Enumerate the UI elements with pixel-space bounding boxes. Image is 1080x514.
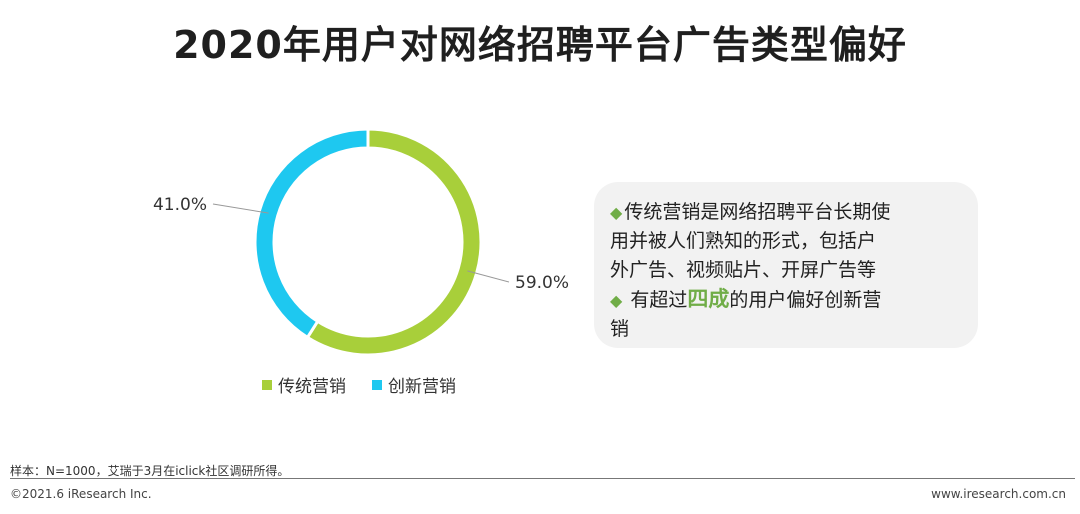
note-line-5: 销 <box>610 318 630 340</box>
note-text-2a: 有超过 <box>624 289 688 311</box>
legend-label-innovative: 创新营销 <box>388 377 456 397</box>
donut-slice-1 <box>253 127 370 340</box>
legend-label-traditional: 传统营销 <box>278 377 346 397</box>
note-text-1a: 传统营销是网络招聘平台长期使 <box>624 201 891 223</box>
data-label-1: 41.0% <box>153 195 207 215</box>
legend-swatch-traditional <box>262 379 272 390</box>
diamond-bullet-icon: ◆ <box>610 203 623 222</box>
insight-note-box: ◆ 传统营销是网络招聘平台长期使 用并被人们熟知的形式，包括户 外广告、视频贴片、… <box>594 182 978 348</box>
note-line-2: 用并被人们熟知的形式，包括户 <box>610 230 877 252</box>
note-text-2b: 的用户偏好创新营 <box>729 289 882 311</box>
note-line-3: 外广告、视频贴片、开屏广告等 <box>610 259 877 281</box>
copyright-text: ©2021.6 iResearch Inc. <box>10 487 152 501</box>
sample-note: 样本：N=1000，艾瑞于3月在iclick社区调研所得。 <box>10 464 290 478</box>
chart-legend: 传统营销 创新营销 <box>262 372 456 397</box>
donut-slice-0 <box>305 127 483 357</box>
leader-line-1 <box>212 203 269 214</box>
leader-line-0 <box>467 270 510 283</box>
diamond-bullet-icon: ◆ <box>610 291 623 310</box>
legend-item-traditional: 传统营销 <box>262 372 346 397</box>
footer-divider <box>10 478 1075 479</box>
legend-swatch-innovative <box>372 379 382 390</box>
website-url: www.iresearch.com.cn <box>931 487 1066 501</box>
data-label-0: 59.0% <box>515 273 569 293</box>
legend-item-innovative: 创新营销 <box>372 372 456 397</box>
note-line-1: ◆ 传统营销是网络招聘平台长期使 <box>610 198 964 227</box>
chart-title: 2020年用户对网络招聘平台广告类型偏好 <box>173 23 907 67</box>
note-highlight: 四成 <box>687 287 730 311</box>
note-line-4: ◆ 有超过四成的用户偏好创新营 <box>610 285 964 315</box>
